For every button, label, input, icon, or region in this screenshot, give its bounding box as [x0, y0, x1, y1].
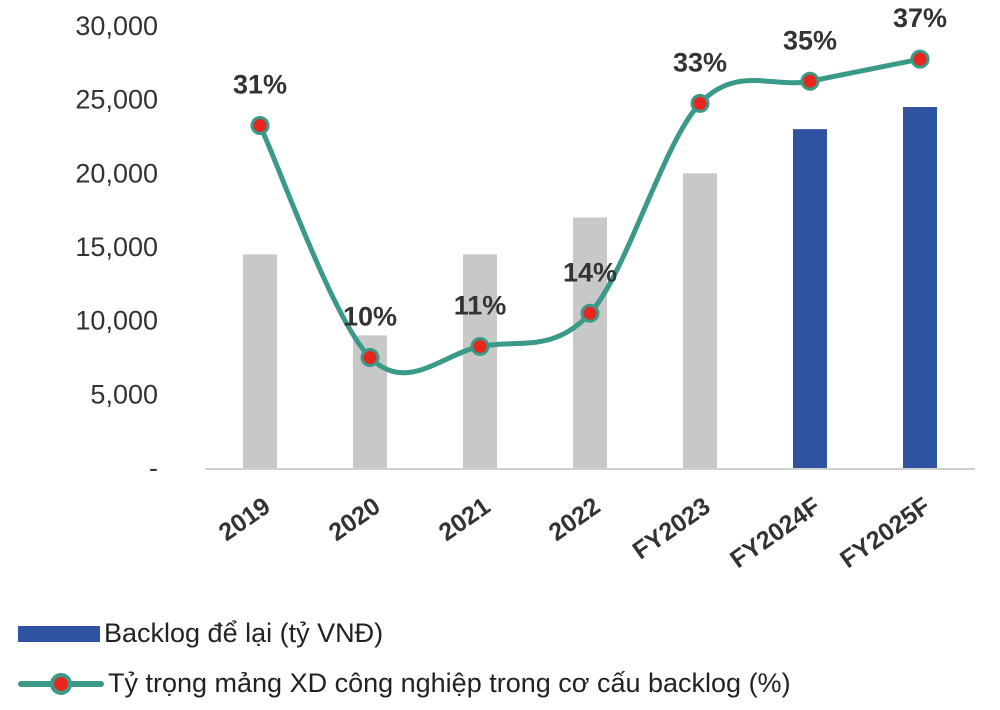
legend-line-label: Tỷ trọng mảng XD công nghiệp trong cơ cấ…: [108, 668, 791, 698]
line-data-label: 14%: [563, 257, 617, 287]
line-data-label: 33%: [673, 47, 727, 77]
bar-series: [243, 107, 937, 469]
x-tick-label: 2019: [214, 492, 276, 547]
y-axis-ticks: - 5,000 10,000 15,000 20,000 25,000 30,000: [75, 11, 158, 483]
x-tick-label: 2022: [544, 492, 606, 547]
x-tick-label: FY2023: [628, 492, 716, 565]
line-point: [470, 336, 490, 356]
legend-item-share: Tỷ trọng mảng XD công nghiệp trong cơ cấ…: [18, 668, 791, 699]
y-tick-label: 15,000: [75, 232, 158, 262]
x-tick-label: FY2024F: [725, 492, 825, 574]
y-tick-label: 10,000: [75, 306, 158, 336]
bar: [463, 254, 497, 468]
bar: [243, 254, 277, 468]
line-point: [690, 93, 710, 113]
combo-chart: - 5,000 10,000 15,000 20,000 25,000 30,000 201…: [75, 3, 975, 574]
legend-line-swatch: [18, 669, 104, 699]
x-axis-ticks: 2019 2020 2021 2022 FY2023 FY2024F FY2025F: [214, 492, 936, 574]
y-tick-label: 25,000: [75, 85, 158, 115]
line-data-label: 11%: [454, 290, 507, 320]
line-point: [250, 115, 270, 135]
x-tick-label: FY2025F: [835, 492, 935, 574]
x-tick-label: 2020: [324, 492, 386, 547]
bar: [683, 173, 717, 469]
y-tick-label: 30,000: [75, 11, 158, 41]
line-point: [580, 303, 600, 323]
line-data-label: 37%: [893, 3, 947, 33]
bar: [903, 107, 937, 469]
x-tick-label: 2021: [434, 492, 496, 547]
bar: [793, 129, 827, 468]
line-point: [360, 348, 380, 367]
legend-item-backlog: Backlog để lại (tỷ VNĐ): [18, 618, 383, 649]
line-point: [910, 49, 930, 69]
line-data-labels: 31% 10% 11% 14% 33% 35% 37%: [233, 3, 947, 331]
line-data-label: 10%: [343, 302, 397, 332]
legend-bar-label: Backlog để lại (tỷ VNĐ): [104, 618, 384, 648]
line-points: [250, 49, 930, 367]
bar: [573, 217, 607, 468]
y-tick-label: 20,000: [75, 158, 158, 188]
y-tick-label: 5,000: [90, 379, 158, 409]
line-point: [800, 71, 820, 91]
legend-bar-swatch: [18, 625, 100, 642]
y-tick-label: -: [149, 453, 158, 483]
line-data-label: 35%: [783, 25, 837, 55]
line-data-label: 31%: [233, 69, 287, 99]
